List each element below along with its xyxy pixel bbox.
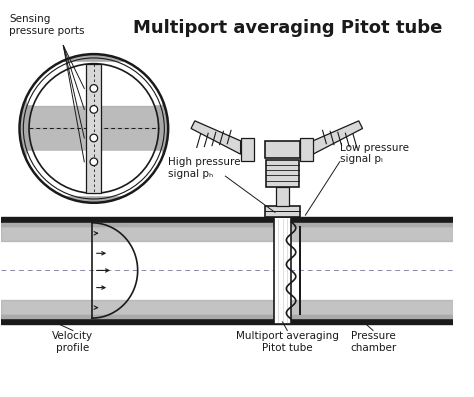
Bar — [1, 318, 453, 324]
Bar — [27, 151, 161, 195]
Circle shape — [90, 158, 98, 166]
Text: Low pressure
signal pₗ: Low pressure signal pₗ — [340, 143, 409, 164]
Text: Sensing
pressure ports: Sensing pressure ports — [9, 14, 84, 36]
Bar — [265, 141, 300, 158]
Bar — [27, 62, 161, 104]
Circle shape — [90, 134, 98, 142]
Bar — [29, 106, 159, 129]
Bar — [1, 300, 453, 315]
Text: High pressure
signal pₕ: High pressure signal pₕ — [168, 157, 241, 179]
Circle shape — [90, 106, 98, 113]
Bar — [1, 225, 453, 241]
Text: Multiport averaging Pitot tube: Multiport averaging Pitot tube — [133, 19, 442, 37]
Bar — [299, 225, 301, 315]
Circle shape — [90, 85, 98, 92]
Ellipse shape — [19, 54, 168, 203]
Bar — [29, 129, 159, 151]
Text: Velocity
profile: Velocity profile — [52, 331, 93, 353]
Ellipse shape — [29, 64, 159, 193]
Bar — [276, 187, 289, 206]
Bar — [86, 64, 101, 193]
Bar — [300, 138, 313, 161]
Bar — [1, 223, 453, 225]
Bar — [1, 217, 453, 223]
Bar — [1, 225, 453, 315]
Text: Multiport averaging
Pitot tube: Multiport averaging Pitot tube — [236, 331, 339, 353]
Polygon shape — [313, 121, 363, 154]
Bar — [265, 206, 300, 217]
Bar — [266, 160, 299, 187]
Bar — [1, 315, 453, 318]
Bar — [274, 217, 291, 324]
Text: Pressure
chamber: Pressure chamber — [350, 331, 396, 353]
Polygon shape — [191, 121, 241, 154]
Bar — [241, 138, 254, 161]
